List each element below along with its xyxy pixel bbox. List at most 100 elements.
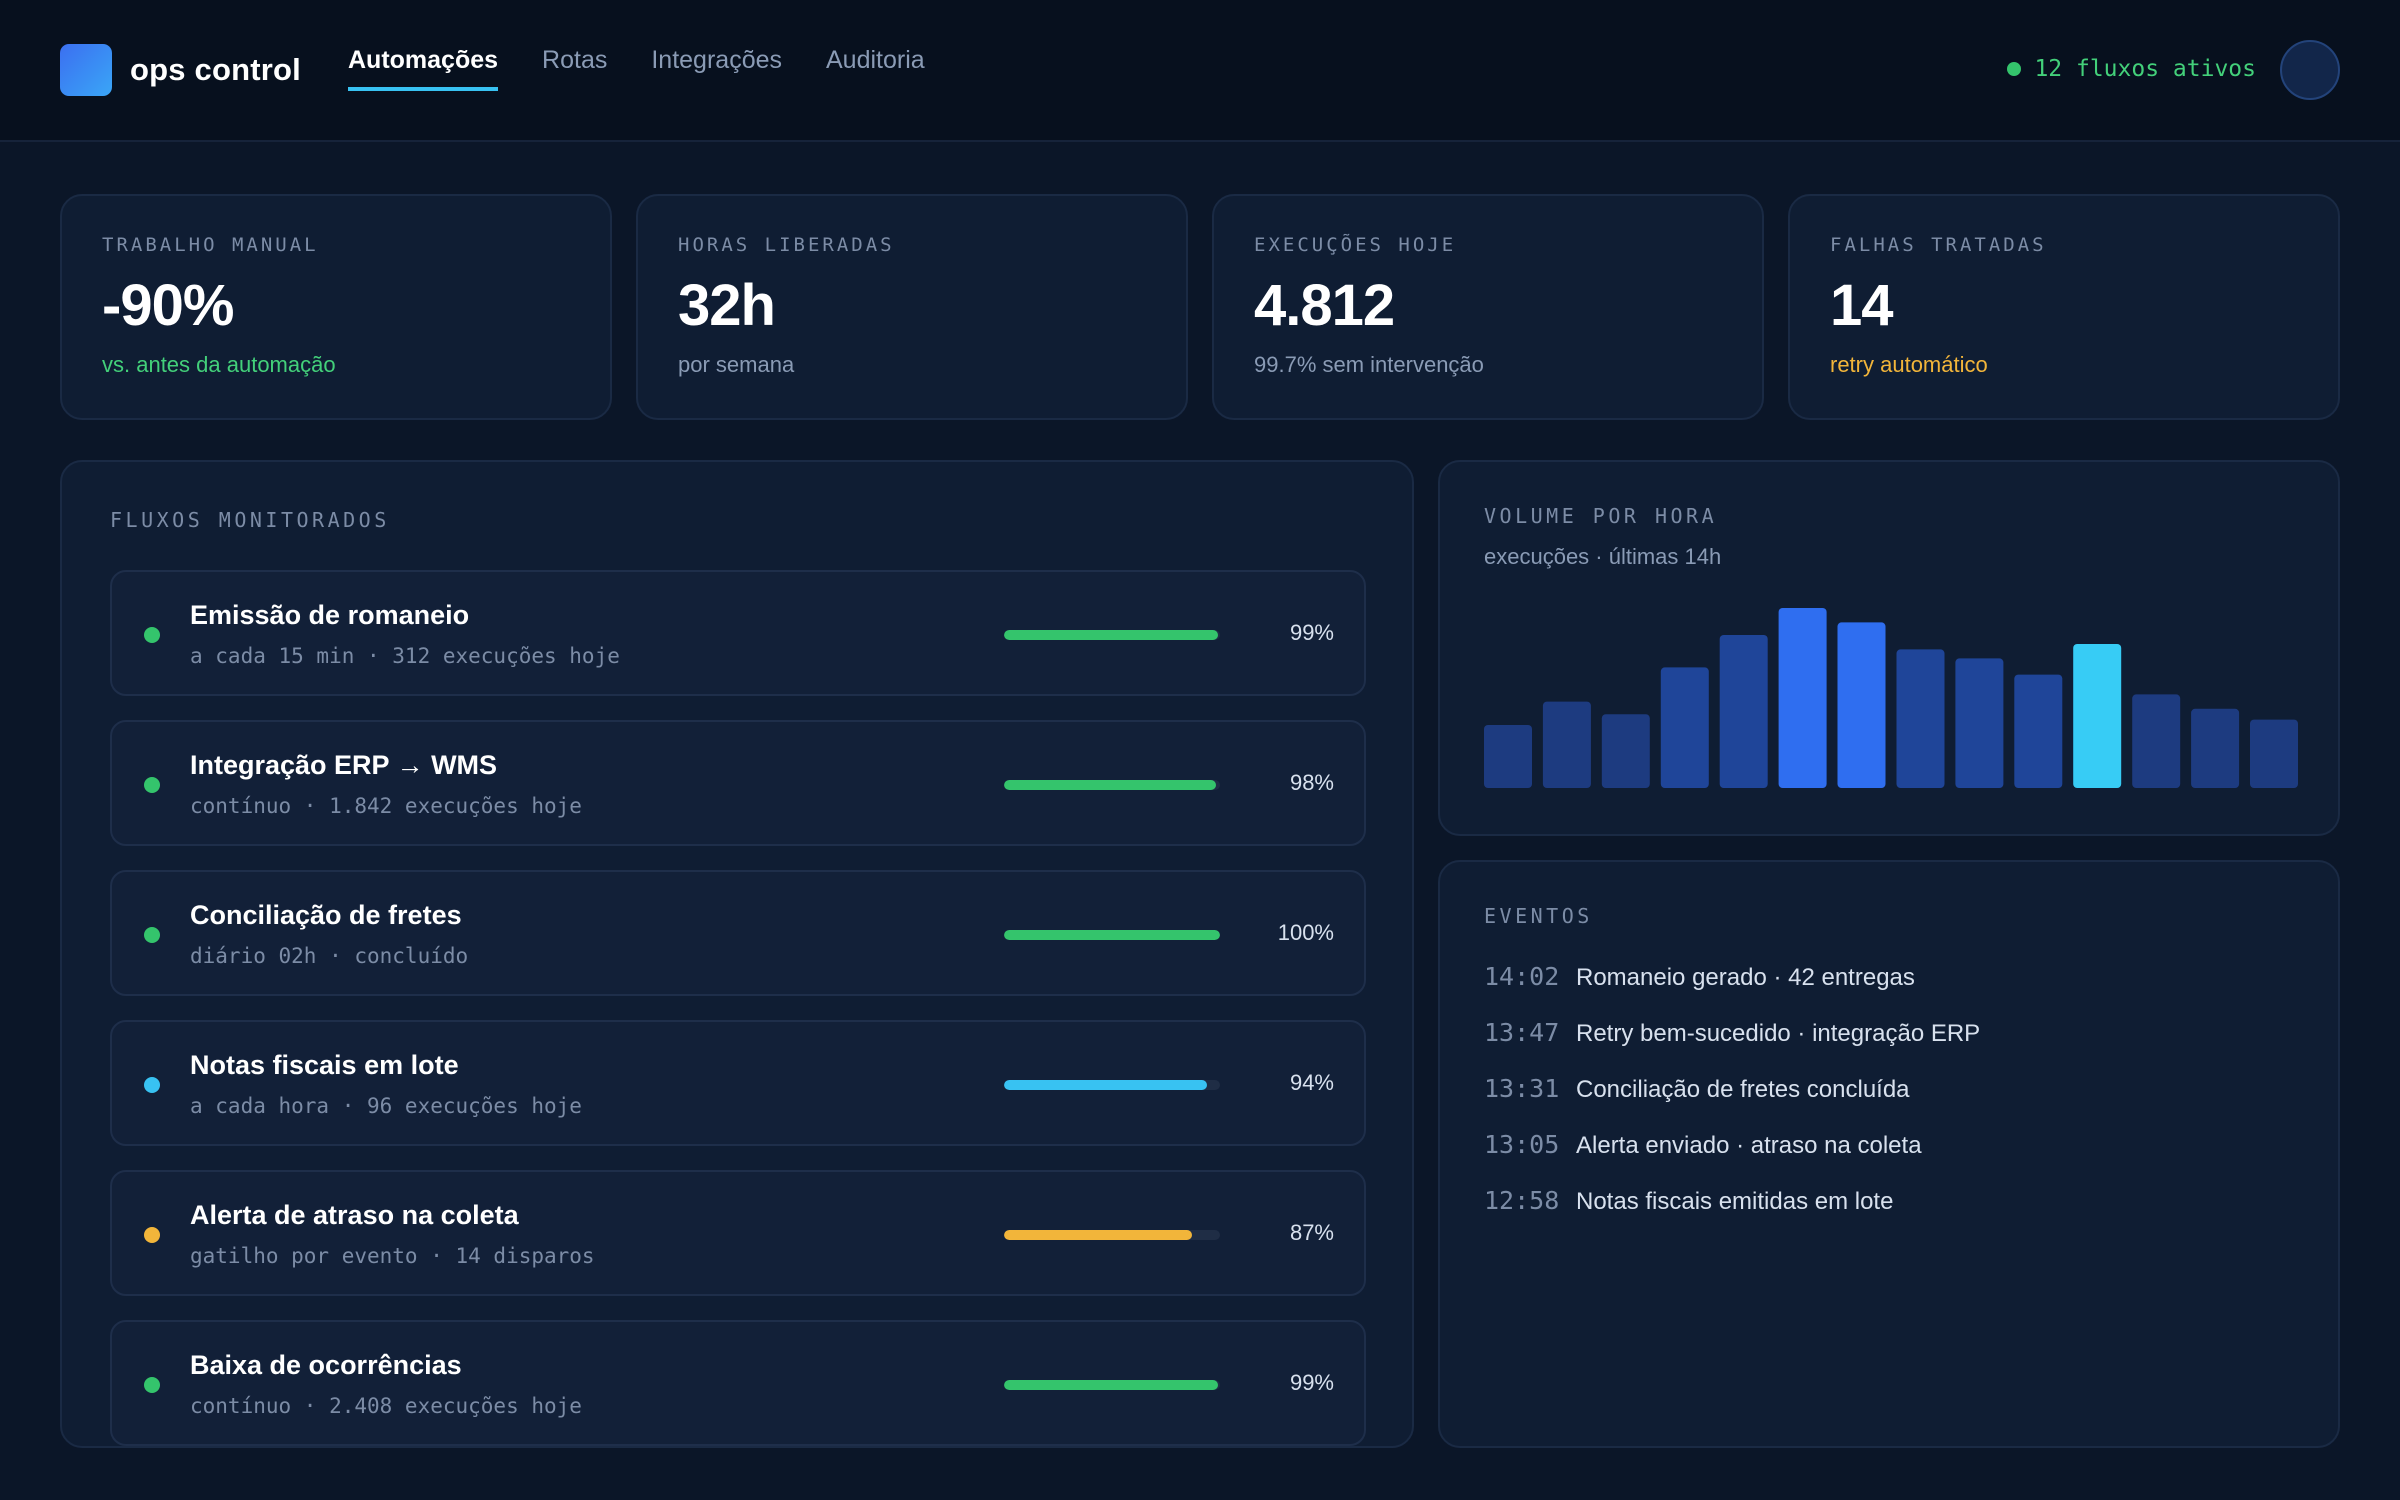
kpi-value: 4.812 — [1254, 273, 1395, 338]
flow-progress-bar — [1004, 630, 1220, 640]
event-text: Conciliação de fretes concluída — [1576, 1076, 1910, 1103]
flow-item[interactable]: Baixa de ocorrências contínuo · 2.408 ex… — [110, 1320, 1366, 1446]
flow-progress-bar — [1004, 1080, 1220, 1090]
kpi-value: 32h — [678, 273, 776, 338]
chart-bar — [2250, 719, 2298, 788]
events-panel: EVENTOS 14:02 Romaneio gerado · 42 entre… — [1438, 860, 2340, 1448]
tab-integracoes[interactable]: Integrações — [651, 46, 782, 74]
section-label: FLUXOS MONITORADOS — [110, 508, 390, 532]
kpi-label: FALHAS TRATADAS — [1830, 234, 2047, 256]
kpi-card-hours-freed: HORAS LIBERADAS 32h por semana — [636, 194, 1188, 420]
kpi-note: 99.7% sem intervenção — [1254, 351, 1484, 377]
chart-bar — [1896, 649, 1945, 788]
event-text: Romaneio gerado · 42 entregas — [1576, 964, 1915, 991]
chart-subtitle: execuções · últimas 14h — [1484, 544, 1722, 569]
tab-automacoes[interactable]: Automações — [348, 46, 499, 91]
status-dot-icon — [2007, 62, 2022, 76]
flow-progress-fill — [1004, 930, 1220, 940]
event-text: Notas fiscais emitidas em lote — [1576, 1188, 1894, 1215]
monitored-flows-panel: FLUXOS MONITORADOS Emissão de romaneio a… — [60, 460, 1414, 1448]
flow-name: Emissão de romaneio — [190, 600, 470, 630]
flow-progress-fill — [1004, 780, 1216, 790]
flow-percent: 99% — [1289, 1370, 1334, 1395]
flow-schedule: a cada hora · 96 execuções hoje — [190, 1094, 582, 1118]
event-time: 12:58 — [1484, 1186, 1560, 1215]
flow-percent: 98% — [1289, 770, 1334, 795]
event-text: Retry bem-sucedido · integração ERP — [1576, 1020, 1981, 1047]
flow-schedule: contínuo · 1.842 execuções hoje — [190, 794, 582, 818]
kpi-card-executions-today: EXECUÇÕES HOJE 4.812 99.7% sem intervenç… — [1212, 194, 1764, 420]
brand-name: ops control — [130, 52, 301, 87]
chart-bar — [1542, 701, 1591, 788]
brand[interactable]: ops control — [60, 44, 301, 96]
status-dot-icon — [144, 1377, 160, 1393]
kpi-note: por semana — [678, 351, 795, 377]
event-row: 12:58 Notas fiscais emitidas em lote — [1484, 1186, 1980, 1242]
chart-bar — [1484, 725, 1532, 788]
flow-schedule: a cada 15 min · 312 execuções hoje — [190, 644, 620, 668]
event-time: 13:05 — [1484, 1130, 1560, 1159]
kpi-row: TRABALHO MANUAL -90% vs. antes da automa… — [60, 194, 2340, 420]
kpi-note: retry automático — [1830, 351, 1988, 377]
chart-bar — [1837, 622, 1886, 788]
status-text: 12 fluxos ativos — [2034, 56, 2256, 82]
volume-bar-chart — [1484, 608, 2298, 788]
status-dot-icon — [144, 927, 160, 943]
flow-name: Baixa de ocorrências — [190, 1350, 462, 1380]
event-row: 13:31 Conciliação de fretes concluída — [1484, 1074, 1980, 1130]
kpi-card-manual-work: TRABALHO MANUAL -90% vs. antes da automa… — [60, 194, 612, 420]
event-text: Alerta enviado · atraso na coleta — [1576, 1132, 1922, 1159]
flow-progress-fill — [1004, 1080, 1208, 1090]
status-dot-icon — [144, 777, 160, 793]
kpi-label: HORAS LIBERADAS — [678, 234, 895, 256]
event-time: 14:02 — [1484, 962, 1560, 991]
status-dot-icon — [144, 1077, 160, 1093]
avatar[interactable] — [2280, 40, 2340, 100]
flow-item[interactable]: Emissão de romaneio a cada 15 min · 312 … — [110, 570, 1366, 696]
chart-bar — [1660, 667, 1709, 788]
flow-name: Integração ERP → WMS — [190, 750, 498, 780]
event-row: 13:05 Alerta enviado · atraso na coleta — [1484, 1130, 1980, 1186]
flow-percent: 100% — [1277, 920, 1334, 945]
volume-per-hour-panel: VOLUME POR HORA execuções · últimas 14h — [1438, 460, 2340, 836]
flow-progress-fill — [1004, 1380, 1218, 1390]
kpi-card-failures-handled: FALHAS TRATADAS 14 retry automático — [1788, 194, 2340, 420]
chart-bar — [2014, 674, 2063, 788]
flow-schedule: diário 02h · concluído — [190, 944, 469, 968]
section-label: EVENTOS — [1484, 904, 1593, 928]
flow-item[interactable]: Notas fiscais em lote a cada hora · 96 e… — [110, 1020, 1366, 1146]
flow-progress-bar — [1004, 1380, 1220, 1390]
chart-bar — [2132, 694, 2181, 788]
flow-progress-fill — [1004, 1230, 1192, 1240]
flow-name: Alerta de atraso na coleta — [190, 1200, 519, 1230]
flow-name: Notas fiscais em lote — [190, 1050, 459, 1080]
flow-progress-bar — [1004, 780, 1220, 790]
tab-rotas[interactable]: Rotas — [542, 46, 608, 74]
kpi-label: TRABALHO MANUAL — [102, 234, 319, 256]
flow-list: Emissão de romaneio a cada 15 min · 312 … — [110, 570, 1366, 1446]
main-nav: Automações Rotas Integrações Auditoria — [348, 46, 969, 91]
flow-name: Conciliação de fretes — [190, 900, 462, 930]
top-bar: ops control Automações Rotas Integrações… — [0, 0, 2400, 142]
chart-bar — [1778, 608, 1827, 788]
chart-bar — [2191, 708, 2240, 788]
kpi-label: EXECUÇÕES HOJE — [1254, 234, 1457, 256]
tab-auditoria[interactable]: Auditoria — [826, 46, 925, 74]
kpi-note: vs. antes da automação — [102, 351, 336, 377]
flow-item[interactable]: Alerta de atraso na coleta gatilho por e… — [110, 1170, 1366, 1296]
status-dot-icon — [144, 1227, 160, 1243]
event-list: 14:02 Romaneio gerado · 42 entregas 13:4… — [1484, 962, 1980, 1242]
section-label: VOLUME POR HORA — [1484, 504, 1718, 528]
status-dot-icon — [144, 627, 160, 643]
flow-schedule: contínuo · 2.408 execuções hoje — [190, 1394, 582, 1418]
flow-percent: 94% — [1289, 1070, 1334, 1095]
kpi-value: -90% — [102, 273, 234, 338]
event-row: 13:47 Retry bem-sucedido · integração ER… — [1484, 1018, 1980, 1074]
flow-item[interactable]: Conciliação de fretes diário 02h · concl… — [110, 870, 1366, 996]
chart-bar — [1719, 635, 1768, 788]
active-flows-status: 12 fluxos ativos — [2007, 56, 2256, 82]
chart-bar — [1955, 658, 2004, 788]
flow-item[interactable]: Integração ERP → WMS contínuo · 1.842 ex… — [110, 720, 1366, 846]
flow-percent: 99% — [1289, 620, 1334, 645]
flow-progress-bar — [1004, 1230, 1220, 1240]
